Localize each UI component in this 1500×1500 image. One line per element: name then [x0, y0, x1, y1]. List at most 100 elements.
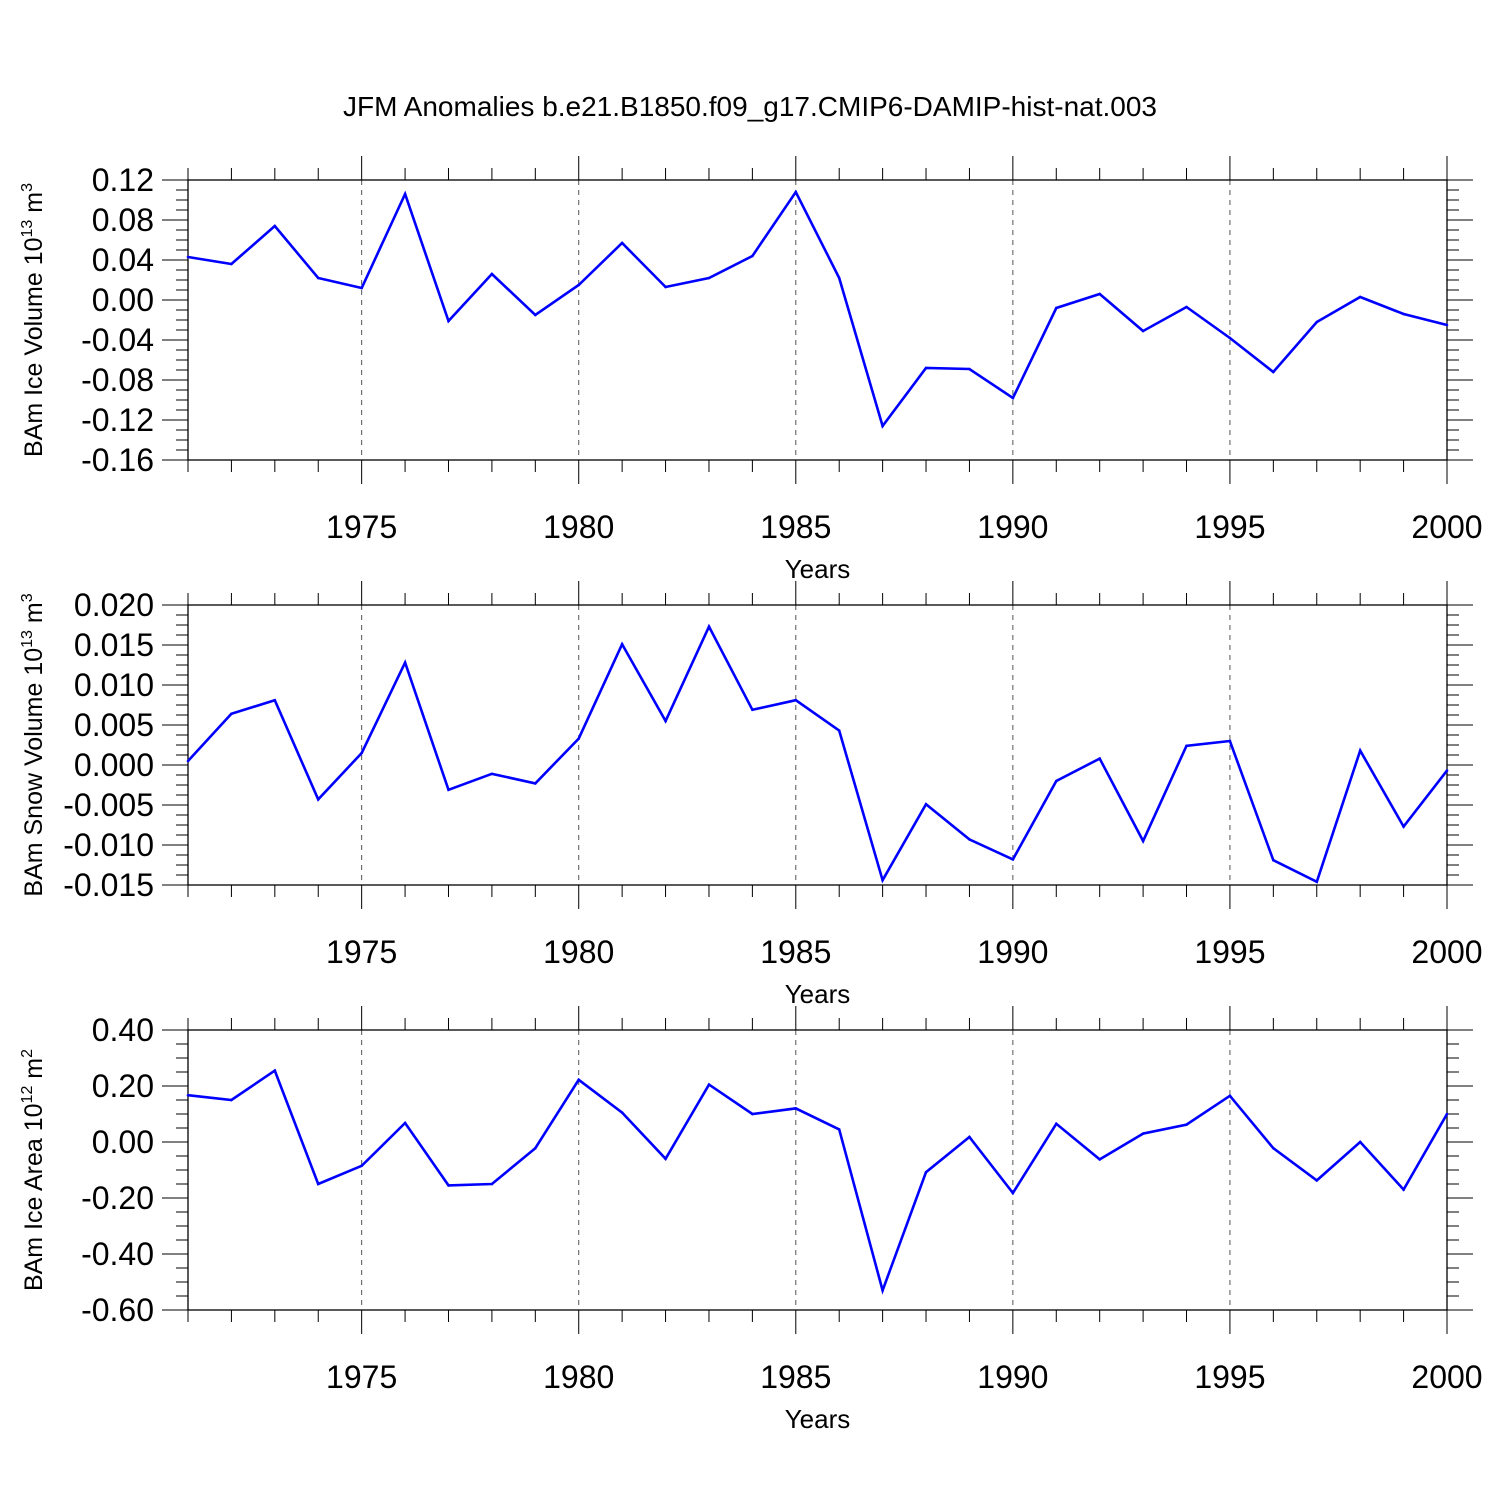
data-point: [230, 262, 233, 266]
y-tick-label: -0.08: [81, 362, 154, 398]
x-tick-label: 1980: [543, 1359, 614, 1395]
data-point: [968, 1135, 971, 1139]
y-axis-title: BAm Ice Volume 1013 m3: [19, 183, 48, 457]
data-point: [1358, 295, 1362, 299]
data-point: [360, 751, 363, 755]
data-point: [1402, 825, 1405, 828]
x-tick-label: 1985: [760, 1359, 831, 1395]
y-tick-label: 0.020: [74, 587, 154, 623]
data-point: [316, 798, 320, 801]
data-point: [707, 1083, 711, 1086]
data-point: [1445, 323, 1449, 327]
data-point: [881, 878, 884, 882]
data-point: [230, 712, 233, 716]
x-axis-title: Years: [785, 979, 851, 1009]
figure-title: JFM Anomalies b.e21.B1850.f09_g17.CMIP6-…: [343, 91, 1157, 122]
y-tick-label: -0.015: [63, 867, 154, 903]
data-point: [924, 1170, 928, 1174]
data-point: [447, 788, 450, 792]
y-tick-label: -0.010: [63, 827, 154, 863]
y-tick-label: 0.12: [92, 162, 154, 198]
data-point: [490, 772, 494, 776]
data-point: [924, 802, 928, 806]
x-tick-label: 1980: [543, 509, 614, 545]
data-point: [534, 1146, 537, 1150]
data-point: [837, 729, 841, 732]
y-axis-title-text: m: [20, 602, 48, 630]
data-point: [316, 276, 320, 280]
data-point: [273, 1069, 277, 1072]
data-point: [360, 286, 363, 290]
data-point: [1272, 858, 1275, 862]
y-tick-label: -0.12: [81, 402, 154, 438]
x-tick-label: 2000: [1411, 509, 1482, 545]
data-point: [1011, 858, 1015, 861]
y-tick-label: -0.60: [81, 1292, 154, 1328]
data-point: [1402, 1188, 1405, 1191]
x-tick-label: 1985: [760, 934, 831, 970]
data-point: [620, 1111, 624, 1114]
y-tick-label: -0.16: [81, 442, 154, 478]
y-axis-title-text: BAm Snow Volume 10: [20, 648, 48, 897]
x-tick-label: 1995: [1194, 934, 1265, 970]
y-axis-title-superscript: 3: [19, 593, 36, 602]
y-tick-label: -0.005: [63, 787, 154, 823]
x-tick-label: 1995: [1194, 1359, 1265, 1395]
y-tick-label: 0.20: [92, 1068, 154, 1104]
y-axis-title-superscript: 2: [19, 1049, 36, 1058]
y-tick-label: 0.005: [74, 707, 154, 743]
x-tick-label: 1975: [326, 509, 397, 545]
y-tick-label: 0.40: [92, 1012, 154, 1048]
data-point: [664, 1157, 667, 1161]
data-point: [1098, 292, 1101, 296]
data-point: [1141, 1132, 1145, 1135]
y-axis-title-superscript: 13: [19, 220, 36, 238]
y-tick-label: 0.08: [92, 202, 154, 238]
data-point: [1228, 1094, 1232, 1098]
y-tick-label: 0.000: [74, 747, 154, 783]
data-point: [403, 1121, 407, 1125]
y-axis-title-text: m: [20, 192, 48, 220]
panels: 0.12 0.08 0.04 0.00 -0.04 -0.08 -0.12 -0.16 1975…: [19, 156, 1483, 1434]
chart-panel-1: 0.12 0.08 0.04 0.00 -0.04 -0.08 -0.12 -0.16 1975…: [19, 156, 1483, 584]
data-point: [1402, 312, 1405, 316]
data-point: [968, 838, 971, 841]
data-point: [577, 1078, 581, 1082]
data-point: [751, 254, 754, 258]
y-axis-title: BAm Ice Area 1012 m2: [19, 1049, 48, 1291]
data-point: [620, 642, 624, 646]
x-tick-label: 1985: [760, 509, 831, 545]
data-point: [186, 255, 190, 259]
y-axis-title-superscript: 12: [19, 1086, 36, 1104]
data-point: [403, 192, 407, 196]
y-tick-label: -0.40: [81, 1236, 154, 1272]
x-tick-label: 1980: [543, 934, 614, 970]
data-point: [1011, 1191, 1015, 1195]
x-tick-label: 1990: [977, 1359, 1048, 1395]
data-point: [881, 424, 884, 428]
data-point: [447, 319, 450, 323]
data-point: [664, 285, 667, 289]
data-point: [1054, 306, 1058, 310]
y-axis-title: BAm Snow Volume 1013 m3: [19, 593, 48, 896]
data-point: [968, 367, 971, 371]
chart-panel-2: 0.020 0.015 0.010 0.005 0.000 -0.005 -0.010 -0.…: [19, 581, 1483, 1009]
x-axis-title: Years: [785, 1404, 851, 1434]
data-point: [794, 1107, 798, 1110]
y-tick-label: -0.04: [81, 322, 154, 358]
data-point: [273, 224, 277, 228]
data-point: [794, 190, 798, 194]
data-point: [360, 1164, 363, 1168]
data-point: [837, 276, 841, 280]
data-point: [490, 272, 494, 276]
y-tick-label: 0.010: [74, 667, 154, 703]
data-point: [794, 698, 798, 702]
data-point: [1185, 305, 1188, 309]
chart-panel-3: 0.40 0.20 0.00 -0.20 -0.40 -0.60 1975 1980 1985 1…: [19, 1006, 1483, 1434]
data-point: [751, 708, 754, 712]
data-point: [273, 698, 277, 702]
data-point: [1141, 839, 1145, 843]
data-point: [620, 241, 624, 245]
